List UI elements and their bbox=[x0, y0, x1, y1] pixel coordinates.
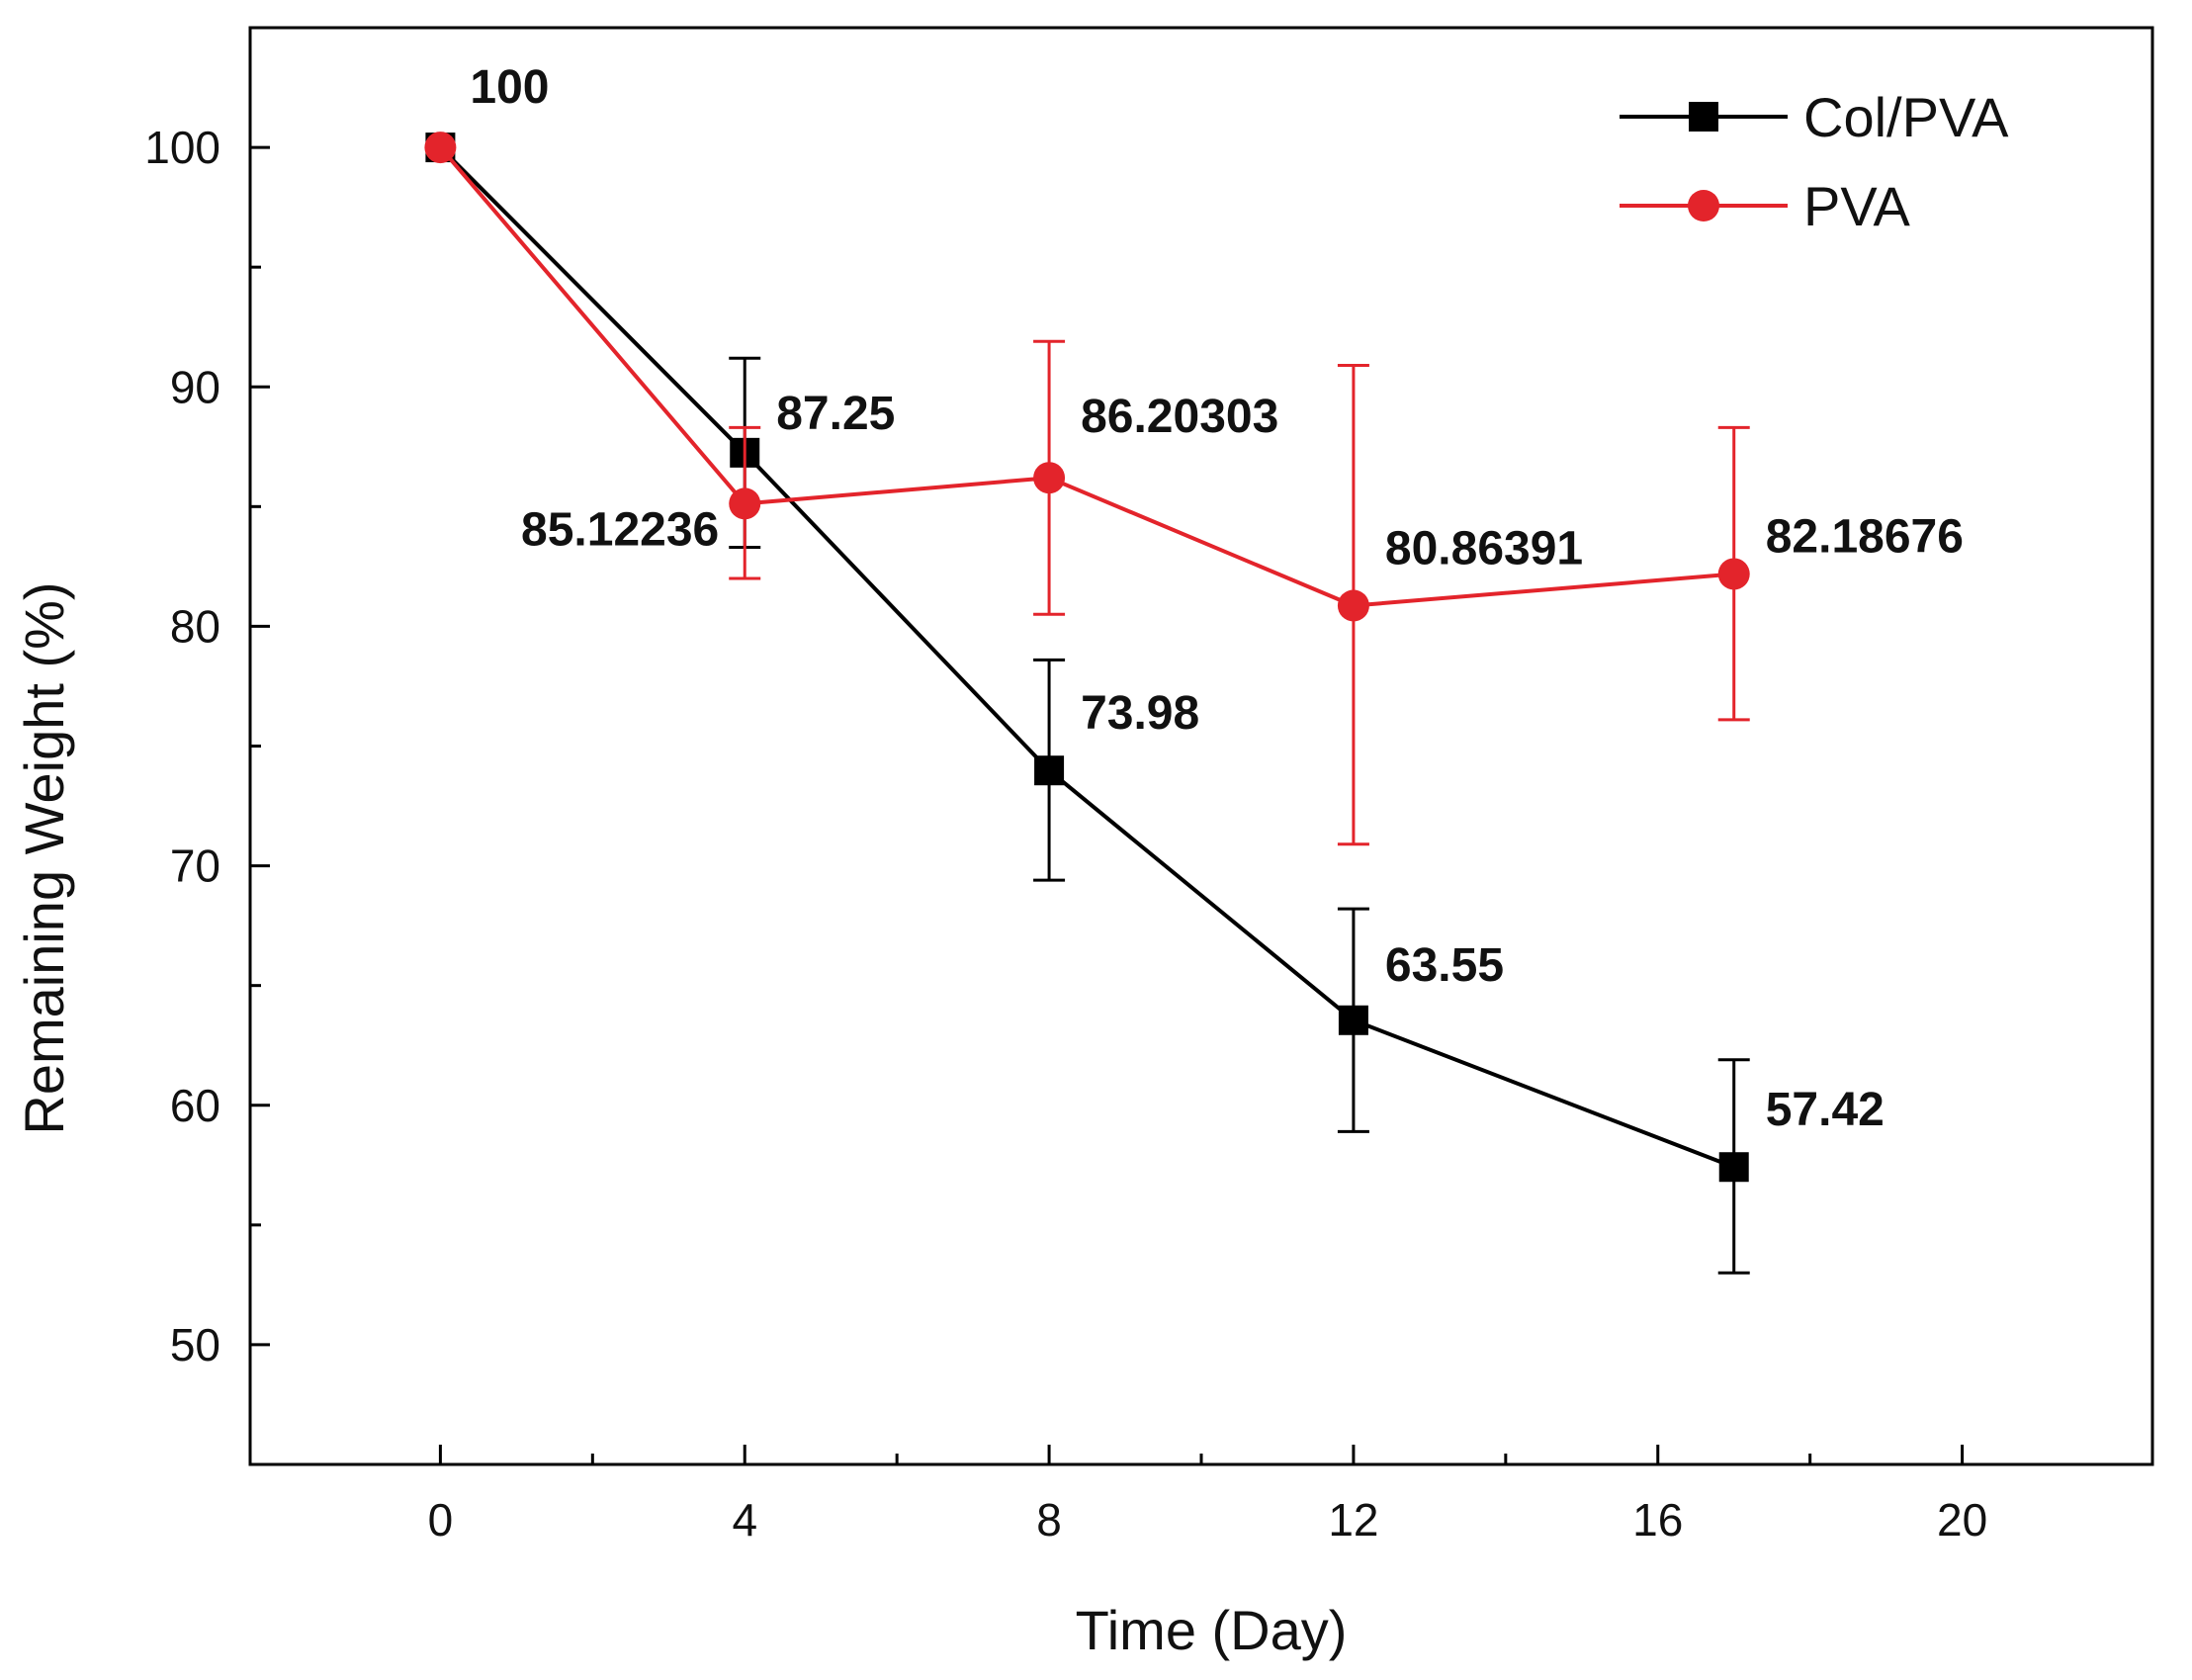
legend-label-col-pva: Col/PVA bbox=[1803, 86, 2009, 148]
data-point-pva bbox=[729, 487, 761, 520]
x-tick-label: 20 bbox=[1937, 1494, 1987, 1546]
legend-marker-pva bbox=[1688, 190, 1719, 221]
data-label: 87.25 bbox=[776, 388, 895, 440]
data-label: 73.98 bbox=[1081, 687, 1199, 740]
data-series bbox=[424, 132, 1750, 1275]
y-tick-label: 90 bbox=[170, 361, 220, 412]
data-label: 57.42 bbox=[1766, 1084, 1885, 1136]
y-tick-label: 60 bbox=[170, 1080, 220, 1131]
data-point-pva bbox=[1033, 462, 1066, 494]
x-tick-label: 8 bbox=[1036, 1494, 1062, 1546]
data-point-col-pva bbox=[1718, 1152, 1749, 1183]
x-tick-label: 4 bbox=[732, 1494, 757, 1546]
x-axis-title: Time (Day) bbox=[1076, 1599, 1348, 1661]
x-tick-label: 16 bbox=[1632, 1494, 1683, 1546]
data-point-col-pva bbox=[1034, 755, 1065, 786]
data-point-pva bbox=[424, 132, 457, 164]
data-point-col-pva bbox=[1338, 1005, 1368, 1035]
axis-ticks: 0 4 8 12 16 20 50 60 70 80 90 100 bbox=[144, 122, 1987, 1546]
y-tick-label: 70 bbox=[170, 840, 220, 892]
data-label: 86.20303 bbox=[1081, 391, 1278, 443]
data-point-pva bbox=[1717, 558, 1750, 590]
data-label: 80.86391 bbox=[1385, 522, 1583, 575]
y-tick-label: 50 bbox=[170, 1319, 220, 1371]
y-tick-label: 80 bbox=[170, 600, 220, 652]
y-tick-label: 100 bbox=[144, 122, 220, 173]
x-tick-label: 0 bbox=[428, 1494, 454, 1546]
legend: Col/PVA PVA bbox=[1620, 86, 2009, 237]
series-line-col-pva bbox=[438, 145, 1735, 1170]
data-labels: 100 87.25 73.98 63.55 57.42 85.12236 86.20303 8… bbox=[470, 61, 1964, 1136]
y-axis-title: Remaining Weight (%) bbox=[13, 581, 75, 1134]
data-label: 82.18676 bbox=[1766, 510, 1964, 563]
data-label: 63.55 bbox=[1385, 939, 1504, 992]
x-tick-label: 12 bbox=[1328, 1494, 1378, 1546]
data-label: 85.12236 bbox=[521, 503, 719, 556]
legend-marker-col-pva bbox=[1689, 102, 1718, 132]
legend-label-pva: PVA bbox=[1803, 175, 1911, 237]
data-point-pva bbox=[1337, 589, 1369, 622]
data-label: 100 bbox=[470, 61, 549, 114]
